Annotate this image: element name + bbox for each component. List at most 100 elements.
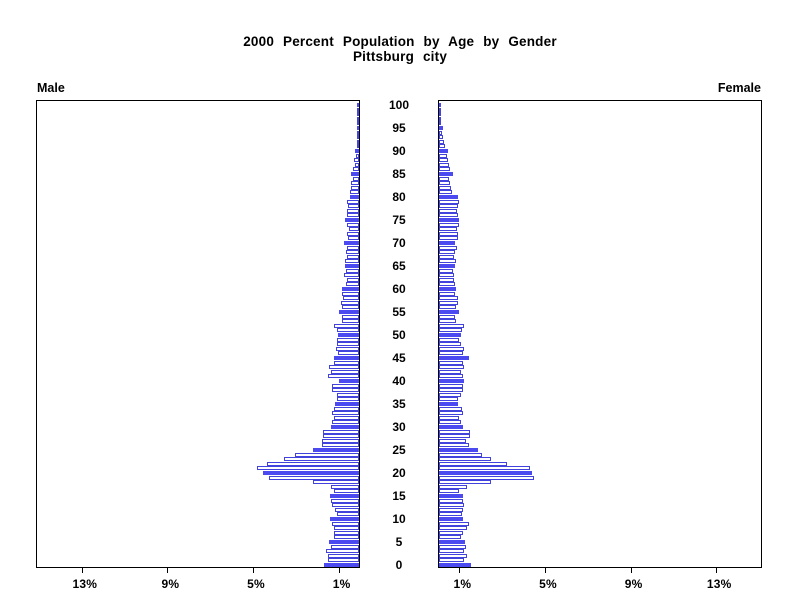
female-bar-age-41 [439,374,463,379]
male-bar-age-2 [327,553,359,558]
age-tick-label-75: 75 [392,212,406,227]
female-bar-age-86 [439,167,450,172]
female-bar-age-8 [439,526,467,531]
chart-title: 2000 Percent Population by Age by Gender [243,34,557,49]
female-bar-age-2 [439,553,467,558]
male-bar-age-23 [284,457,359,462]
male-bar-age-63 [344,273,359,278]
male-bar-age-20 [262,471,359,475]
male-bar-age-7 [334,530,359,535]
male-bar-age-27 [321,438,359,443]
female-axis-tick-5% [545,568,546,573]
male-bar-age-88 [354,158,359,163]
female-bar-age-5 [439,540,466,544]
male-bar-age-4 [330,544,359,549]
female-axis-tick-9% [630,568,632,573]
male-bar-age-59 [342,291,359,296]
female-bar-age-72 [439,231,459,236]
male-bar-age-44 [333,360,359,365]
female-bar-age-99 [439,107,441,112]
female-bar-age-48 [439,342,461,347]
female-bar-age-28 [439,434,470,439]
female-bar-age-84 [439,176,450,181]
male-bar-age-97 [357,116,359,121]
female-bar-age-74 [439,222,460,227]
female-axis-tick-label-9%: 9% [624,577,643,591]
male-bar-age-86 [353,167,359,172]
female-bar-age-79 [439,199,460,204]
female-bar-age-80 [439,195,458,199]
female-bar-age-42 [439,369,461,374]
male-bar-age-38 [331,388,359,393]
female-bar-age-0 [439,563,471,567]
male-axis-tick-13% [81,568,83,573]
female-panel-label: Female [717,81,761,95]
female-bar-age-22 [439,461,508,466]
male-bar-age-22 [267,461,359,466]
male-axis-tick-label-13%: 13% [72,577,98,591]
male-bar-age-28 [323,434,359,439]
female-bar-age-50 [439,333,461,337]
female-bar-age-56 [439,305,456,310]
male-bar-age-16 [333,489,359,494]
male-bar-age-35 [334,402,359,406]
male-bar-age-93 [357,135,359,140]
female-bar-age-49 [439,337,460,342]
female-bar-age-68 [439,250,456,255]
age-tick-label-0: 0 [395,557,403,572]
male-bar-age-41 [328,374,359,379]
female-bar-age-83 [439,181,450,186]
male-bar-age-19 [269,475,359,480]
female-bar-age-66 [439,259,456,264]
female-panel [438,100,762,568]
age-tick-label-35: 35 [392,396,406,411]
age-tick-label-70: 70 [392,235,406,250]
female-bar-age-31 [439,420,461,425]
female-bar-age-35 [439,402,459,406]
age-tick-label-5: 5 [395,534,403,549]
age-tick-label-30: 30 [392,419,406,434]
male-bar-age-57 [341,300,359,305]
male-bar-age-66 [345,259,359,264]
female-bar-age-59 [439,291,456,296]
female-bar-age-95 [439,126,444,130]
female-bar-age-46 [439,351,463,356]
male-bar-age-56 [342,305,359,310]
female-bar-age-33 [439,411,463,416]
female-bar-age-100 [439,103,441,107]
male-bar-age-52 [333,323,359,328]
male-bar-age-42 [330,369,359,374]
female-bar-age-82 [439,185,451,190]
male-bar-age-18 [312,480,359,485]
female-bar-age-1 [439,558,465,563]
male-bar-age-29 [323,429,359,434]
male-bar-age-94 [357,130,359,135]
female-bar-age-38 [439,388,464,393]
female-bar-age-75 [439,218,460,222]
male-bar-age-90 [354,149,359,153]
female-bar-age-39 [439,383,463,388]
female-bar-age-23 [439,457,491,462]
female-bar-age-94 [439,130,442,135]
female-bar-age-53 [439,319,456,324]
male-bar-age-55 [339,310,359,314]
male-bar-age-1 [328,558,359,563]
female-bar-age-3 [439,549,464,554]
male-bar-age-24 [295,452,359,457]
female-bar-age-87 [439,162,449,167]
female-bar-age-36 [439,397,459,402]
age-tick-label-15: 15 [392,488,406,503]
male-bar-age-58 [343,296,359,301]
male-axis-tick-5% [253,568,254,573]
male-bar-age-11 [336,512,359,517]
female-bar-age-55 [439,310,460,314]
male-bar-age-39 [331,383,359,388]
male-bar-age-70 [344,241,359,245]
age-tick-label-95: 95 [392,120,406,135]
age-tick-label-20: 20 [392,465,406,480]
male-axis-tick-1% [338,568,340,573]
age-tick-label-100: 100 [388,97,410,112]
age-tick-label-50: 50 [392,327,406,342]
female-bar-age-25 [439,448,478,452]
